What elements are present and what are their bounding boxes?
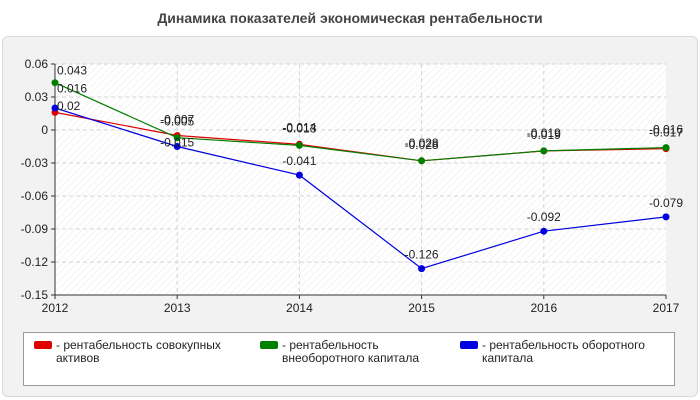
data-point <box>173 143 181 150</box>
data-label: -0.126 <box>405 248 439 262</box>
x-tick-label: 2012 <box>42 301 69 315</box>
data-label: -0.007 <box>160 113 194 127</box>
legend-swatch-1 <box>260 341 278 349</box>
x-tick-label: 2013 <box>164 301 191 315</box>
data-label: -0.016 <box>649 123 683 137</box>
data-label: 0.016 <box>57 81 87 95</box>
data-point <box>51 79 59 87</box>
data-point <box>540 227 548 235</box>
data-point <box>662 144 670 152</box>
y-tick-label: -0.03 <box>21 156 49 170</box>
data-label: -0.014 <box>282 120 316 134</box>
data-point <box>418 157 426 165</box>
y-tick-label: -0.15 <box>21 288 49 302</box>
x-tick-label: 2017 <box>653 301 680 315</box>
y-tick-label: 0.06 <box>25 57 49 71</box>
data-label: -0.028 <box>405 136 439 150</box>
data-label: 0.043 <box>57 64 87 78</box>
legend-label-2: - рентабельность оборотного капитала <box>482 338 645 365</box>
data-point <box>540 147 548 155</box>
data-point <box>295 141 303 149</box>
data-point <box>662 213 670 221</box>
data-point <box>418 265 426 273</box>
data-label: -0.017 <box>649 126 683 140</box>
y-tick-label: -0.09 <box>21 222 49 236</box>
data-point <box>51 104 59 112</box>
data-label: -0.019 <box>527 128 561 142</box>
y-tick-label: -0.12 <box>21 255 49 269</box>
chart-title: Динамика показателей экономическая рента… <box>157 10 543 26</box>
x-tick-label: 2015 <box>408 301 435 315</box>
y-tick-label: 0 <box>41 123 48 137</box>
data-label: 0.02 <box>57 99 81 113</box>
plot-area <box>55 64 666 295</box>
data-label: -0.005 <box>160 115 194 129</box>
legend-swatch-2 <box>460 341 478 349</box>
data-point <box>173 134 181 142</box>
legend-label-1: - рентабельность внеоборотного капитала <box>282 338 419 365</box>
data-label: -0.079 <box>649 196 683 210</box>
data-label: -0.019 <box>527 126 561 140</box>
legend-swatch-0 <box>34 341 52 349</box>
data-label: -0.013 <box>282 121 316 135</box>
y-tick-label: 0.03 <box>25 90 49 104</box>
y-tick-label: -0.06 <box>21 189 49 203</box>
chart-legend: - рентабельность совокупных активов - ре… <box>23 332 675 386</box>
data-point <box>295 171 303 179</box>
series-line-2 <box>54 107 667 270</box>
data-label: -0.092 <box>527 210 561 224</box>
series-line-1 <box>54 82 667 162</box>
x-tick-label: 2016 <box>530 301 557 315</box>
x-tick-label: 2014 <box>286 301 313 315</box>
data-label: -0.028 <box>405 138 439 152</box>
data-label: -0.015 <box>160 136 194 150</box>
legend-label-0: - рентабельность совокупных активов <box>56 338 221 365</box>
data-label: -0.041 <box>282 154 316 168</box>
